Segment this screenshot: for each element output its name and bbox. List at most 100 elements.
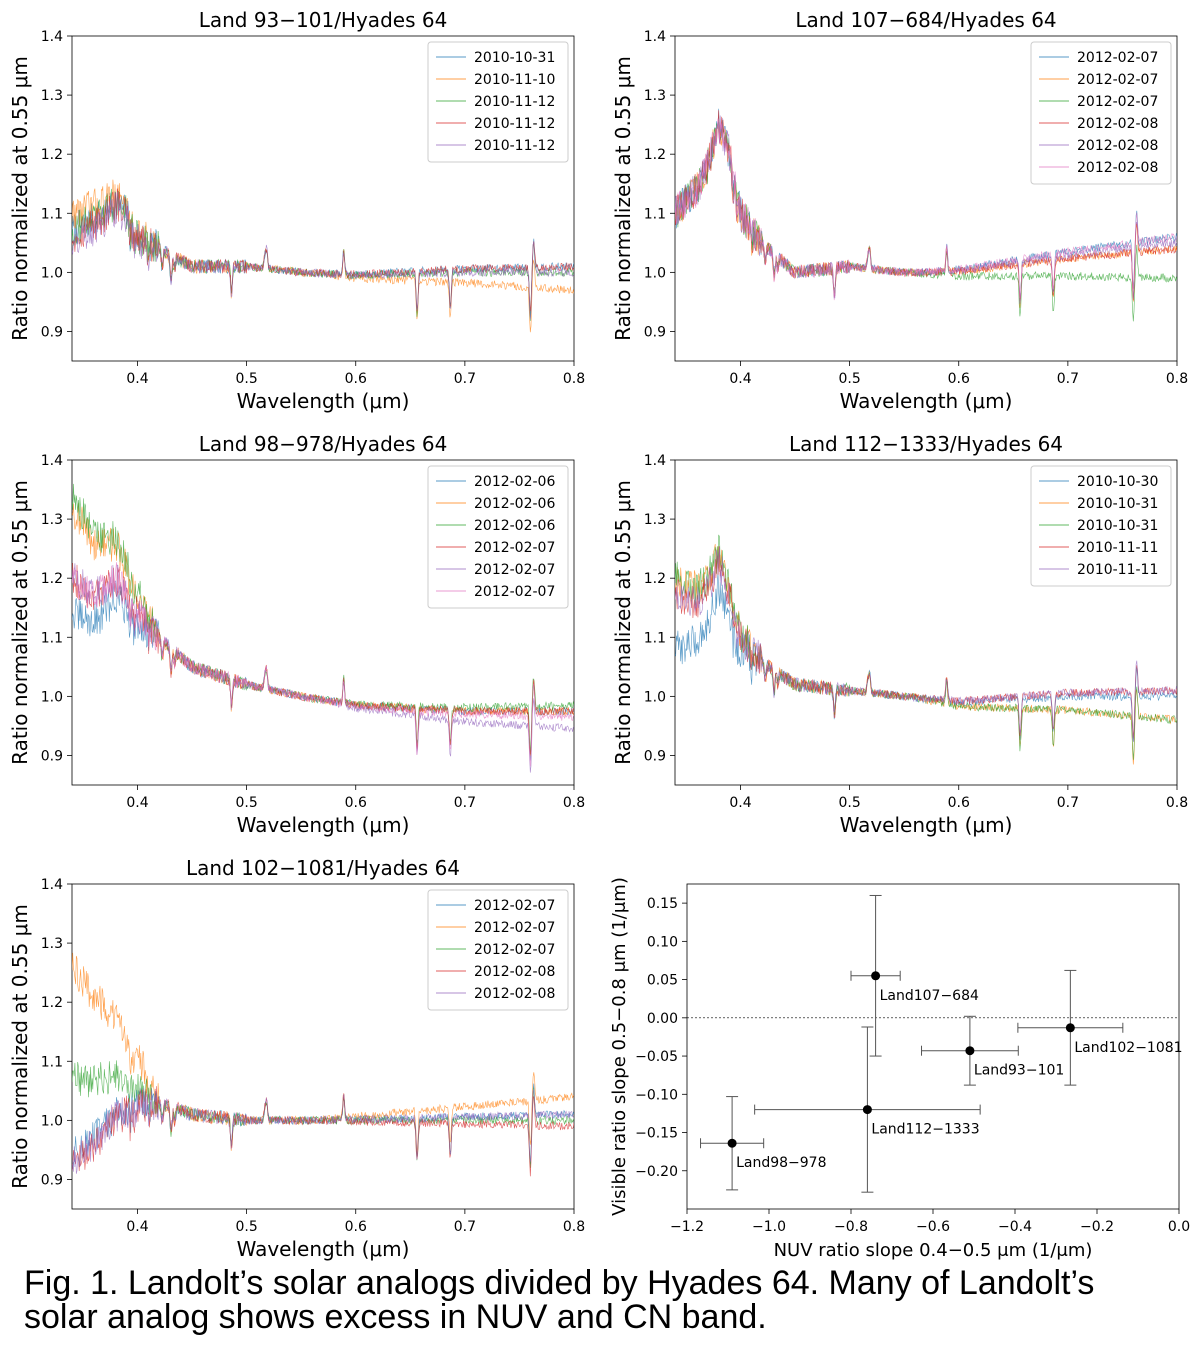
- x-axis-label: Wavelength (μm): [237, 813, 410, 837]
- y-tick-label: 1.1: [41, 206, 63, 222]
- y-tick-label: 1.2: [644, 147, 666, 163]
- x-tick-label: 0.8: [563, 371, 585, 387]
- series-line-5: [72, 1087, 574, 1174]
- data-point: [871, 971, 881, 981]
- x-tick-label: −0.4: [998, 1219, 1032, 1235]
- panel-title: Land 98−978/Hyades 64: [199, 432, 448, 456]
- point-label: Land93−101: [974, 1063, 1064, 1079]
- series-group: [72, 483, 574, 773]
- legend-entry: 2012-02-07: [474, 562, 555, 578]
- y-tick-label: 1.4: [41, 877, 63, 893]
- x-tick-label: 0.4: [126, 371, 148, 387]
- y-axis-label: Visible ratio slope 0.5−0.8 μm (1/μm): [609, 877, 630, 1216]
- legend-box: [427, 889, 569, 1011]
- panel-title: Land 107−684/Hyades 64: [795, 8, 1056, 32]
- y-tick-label: 1.0: [644, 265, 666, 281]
- spectrum-panel-5: Land 102−1081/Hyades 64 Wavelength (μm) Ra…: [8, 856, 585, 1261]
- x-tick-label: 0.6: [948, 371, 970, 387]
- point-label: Land112−1333: [871, 1122, 979, 1138]
- panel-title: Land 93−101/Hyades 64: [199, 8, 448, 32]
- x-tick-label: 0.4: [729, 795, 751, 811]
- x-tick-label: 0.5: [235, 371, 257, 387]
- y-tick-label: 0.9: [41, 1172, 63, 1188]
- legend-entry: 2010-11-12: [474, 94, 555, 110]
- y-tick-label: 1.4: [644, 453, 666, 469]
- y-tick-label: 1.0: [41, 1113, 63, 1129]
- series-line-6: [675, 118, 1177, 301]
- x-tick-label: −1.0: [752, 1219, 786, 1235]
- legend-box: [427, 41, 569, 163]
- y-tick-label: 0.05: [647, 973, 678, 989]
- x-tick-label: 0.4: [126, 1219, 148, 1235]
- spectrum-panel-3: Land 98−978/Hyades 64 Wavelength (μm) Rati…: [8, 432, 585, 837]
- y-axis-label: Ratio normalized at 0.55 μm: [8, 56, 32, 341]
- legend-entry: 2012-02-07: [474, 942, 555, 958]
- legend-entry: 2010-11-12: [474, 116, 555, 132]
- spectrum-panel-1: Land 93−101/Hyades 64 Wavelength (μm) Rati…: [8, 8, 585, 413]
- legend-entry: 2010-11-11: [1077, 540, 1158, 556]
- y-tick-label: 0.9: [41, 324, 63, 340]
- legend-entry: 2012-02-08: [1077, 138, 1158, 154]
- y-tick-label: −0.20: [635, 1164, 678, 1180]
- series-group: [675, 108, 1177, 322]
- y-tick-label: 0.15: [647, 896, 678, 912]
- legend-entry: 2012-02-08: [1077, 116, 1158, 132]
- plot-frame: [674, 459, 1178, 786]
- legend-entry: 2010-10-31: [1077, 518, 1158, 534]
- y-tick-label: 1.2: [41, 995, 63, 1011]
- plot-frame: [71, 35, 575, 362]
- x-tick-label: 0.8: [1166, 371, 1188, 387]
- legend-entry: 2010-11-11: [1077, 562, 1158, 578]
- y-tick-label: 1.1: [41, 1054, 63, 1070]
- legend-entry: 2012-02-07: [474, 540, 555, 556]
- y-tick-label: 0.10: [647, 934, 678, 950]
- y-tick-label: 1.0: [644, 689, 666, 705]
- y-tick-label: −0.10: [635, 1087, 678, 1103]
- x-tick-label: −0.6: [916, 1219, 950, 1235]
- series-line-4: [72, 562, 574, 755]
- y-axis-label: Ratio normalized at 0.55 μm: [611, 56, 635, 341]
- x-tick-label: 0.0: [1168, 1219, 1190, 1235]
- y-tick-label: 1.3: [644, 512, 666, 528]
- x-tick-label: −0.2: [1080, 1219, 1114, 1235]
- plot-frame: [674, 35, 1178, 362]
- legend-entry: 2012-02-07: [474, 898, 555, 914]
- x-tick-label: 0.4: [729, 371, 751, 387]
- legend-box: [1030, 465, 1172, 587]
- y-tick-label: 1.2: [644, 571, 666, 587]
- data-point: [727, 1138, 737, 1148]
- plot-frame: [71, 459, 575, 786]
- y-tick-label: 1.1: [644, 630, 666, 646]
- legend-entry: 2010-10-30: [1077, 474, 1158, 490]
- x-tick-label: 0.7: [454, 1219, 476, 1235]
- x-tick-label: 0.8: [563, 1219, 585, 1235]
- series-line-1: [72, 583, 574, 761]
- series-group: [72, 952, 574, 1177]
- figure-canvas: Land 93−101/Hyades 64 Wavelength (μm) Rati…: [8, 8, 1190, 1261]
- legend-entry: 2012-02-07: [474, 920, 555, 936]
- y-axis-label: Ratio normalized at 0.55 μm: [611, 480, 635, 765]
- panel-title: Land 102−1081/Hyades 64: [186, 856, 460, 880]
- x-tick-label: 0.6: [345, 371, 367, 387]
- y-tick-label: 0.00: [647, 1011, 678, 1027]
- legend-entry: 2012-02-07: [1077, 94, 1158, 110]
- legend-entry: 2010-11-10: [474, 72, 555, 88]
- y-tick-label: −0.15: [635, 1126, 678, 1142]
- x-tick-label: 0.7: [1057, 795, 1079, 811]
- data-point: [1065, 1023, 1075, 1033]
- legend-entry: 2012-02-08: [474, 964, 555, 980]
- x-tick-label: 0.7: [454, 371, 476, 387]
- caption-line-2: solar analog shows excess in NUV and CN …: [24, 1298, 767, 1336]
- y-tick-label: 1.1: [41, 630, 63, 646]
- x-tick-label: 0.5: [235, 795, 257, 811]
- series-line-4: [72, 1086, 574, 1177]
- data-point: [965, 1046, 975, 1056]
- series-group: [675, 534, 1177, 765]
- y-tick-label: 0.9: [644, 324, 666, 340]
- legend-entry: 2012-02-06: [474, 474, 555, 490]
- caption-line-1: Fig. 1. Landolt’s solar analogs divided …: [24, 1264, 1095, 1302]
- figure-caption: Fig. 1. Landolt’s solar analogs divided …: [24, 1266, 1194, 1334]
- spectrum-panel-2: Land 107−684/Hyades 64 Wavelength (μm) Rat…: [611, 8, 1188, 413]
- x-tick-label: 0.4: [126, 795, 148, 811]
- x-tick-label: 0.6: [345, 1219, 367, 1235]
